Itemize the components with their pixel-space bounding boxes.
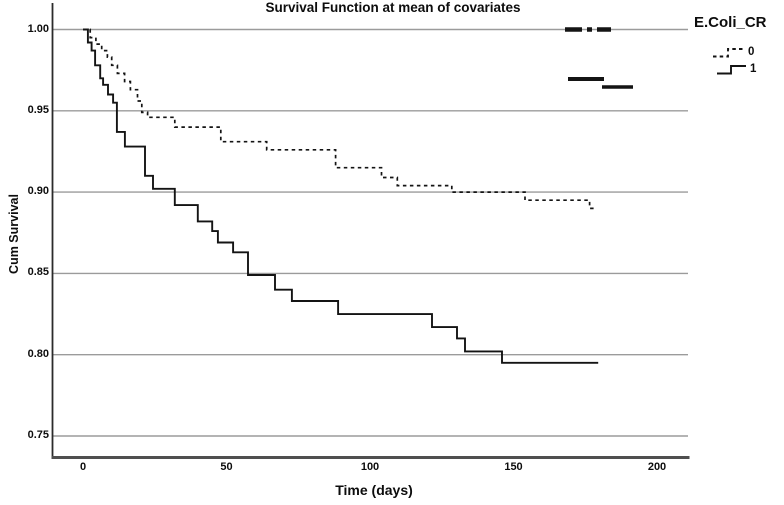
x-tick-label: 100 bbox=[360, 461, 380, 473]
x-tick-label: 50 bbox=[220, 461, 233, 473]
legend-label-group-0: 0 bbox=[748, 46, 755, 58]
y-tick-label: 0.75 bbox=[27, 429, 49, 441]
legend-sample-solid-icon bbox=[717, 65, 746, 75]
y-axis-title: Cum Survival bbox=[7, 194, 21, 274]
y-tick-label: 0.80 bbox=[27, 347, 49, 360]
y-tick-label: 0.95 bbox=[27, 103, 49, 116]
chart-title: Survival Function at mean of covariates bbox=[265, 0, 521, 15]
y-tick-label: 0.85 bbox=[27, 266, 49, 279]
legend-title: E.Coli_CR bbox=[694, 14, 767, 31]
x-axis-title: Time (days) bbox=[335, 482, 413, 498]
x-tick-label: 0 bbox=[79, 461, 87, 473]
legend-sample-dashed-icon bbox=[713, 48, 743, 58]
x-tick-label: 200 bbox=[647, 461, 667, 473]
y-tick-label: 0.90 bbox=[27, 185, 49, 198]
survival-curve-group-0 bbox=[83, 28, 597, 210]
x-tick-label: 150 bbox=[504, 461, 523, 473]
legend-label-group-1: 1 bbox=[750, 63, 757, 75]
y-tick-label: 1.00 bbox=[27, 22, 49, 35]
survival-curve-group-1 bbox=[83, 28, 599, 364]
